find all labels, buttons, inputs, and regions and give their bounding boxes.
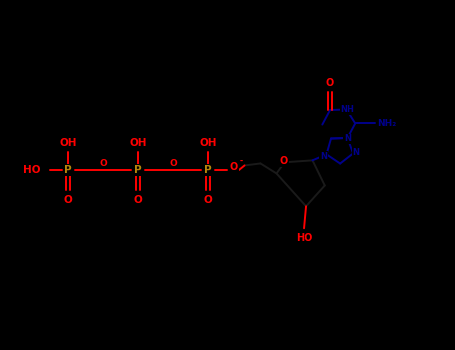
- Text: -: -: [240, 156, 243, 166]
- Text: NH₂: NH₂: [378, 119, 397, 128]
- Text: O: O: [99, 159, 107, 168]
- Text: N: N: [344, 134, 351, 144]
- Text: N: N: [353, 148, 359, 157]
- Text: HO: HO: [22, 165, 40, 175]
- Text: NH: NH: [340, 105, 354, 114]
- Text: O: O: [326, 78, 334, 88]
- Text: P: P: [64, 165, 72, 175]
- Text: OH: OH: [199, 138, 217, 148]
- Text: O: O: [169, 159, 177, 168]
- Text: OH: OH: [129, 138, 147, 148]
- Text: N: N: [320, 152, 327, 161]
- Text: O: O: [134, 195, 142, 205]
- Text: HO: HO: [296, 233, 312, 243]
- Text: O: O: [230, 162, 238, 172]
- Text: OH: OH: [59, 138, 77, 148]
- Text: O: O: [204, 195, 212, 205]
- Text: P: P: [134, 165, 142, 175]
- Text: O: O: [279, 156, 288, 166]
- Text: P: P: [204, 165, 212, 175]
- Text: O: O: [64, 195, 72, 205]
